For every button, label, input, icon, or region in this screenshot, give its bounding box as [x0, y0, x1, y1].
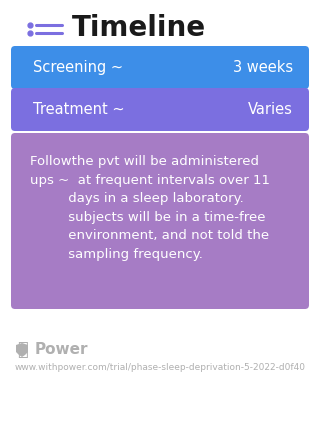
Text: Treatment ~: Treatment ~ [33, 102, 124, 117]
Text: Ð: Ð [15, 341, 28, 359]
Text: ␧: ␧ [17, 341, 28, 359]
Text: Timeline: Timeline [72, 14, 206, 42]
Text: Varies: Varies [248, 102, 293, 117]
Polygon shape [16, 343, 28, 357]
Text: Power: Power [35, 343, 89, 357]
FancyBboxPatch shape [11, 88, 309, 131]
FancyBboxPatch shape [11, 46, 309, 89]
Text: Followthe pvt will be administered
ups ~  at frequent intervals over 11
        : Followthe pvt will be administered ups ~… [30, 155, 270, 261]
FancyBboxPatch shape [11, 133, 309, 309]
Text: 3 weeks: 3 weeks [233, 60, 293, 75]
Text: Screening ~: Screening ~ [33, 60, 123, 75]
Text: www.withpower.com/trial/phase-sleep-deprivation-5-2022-d0f40: www.withpower.com/trial/phase-sleep-depr… [14, 363, 306, 371]
